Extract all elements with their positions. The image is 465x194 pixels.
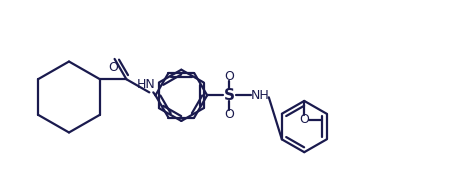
Text: O: O [299, 113, 309, 126]
Text: NH: NH [251, 89, 269, 102]
Text: HN: HN [137, 78, 156, 91]
Text: S: S [224, 88, 234, 103]
Text: O: O [224, 107, 234, 120]
Text: O: O [109, 61, 119, 74]
Text: O: O [224, 70, 234, 83]
